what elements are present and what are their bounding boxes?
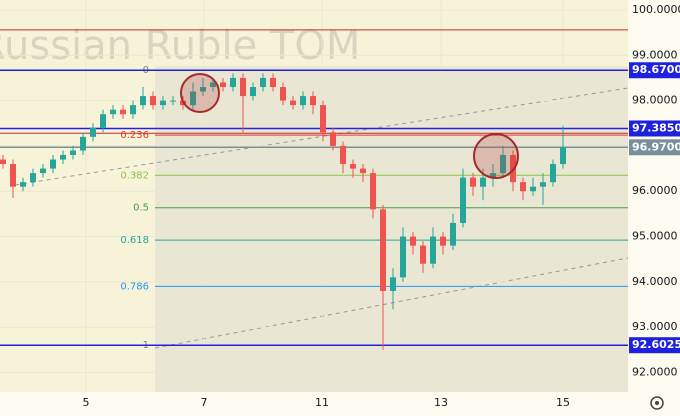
price-label-box	[629, 337, 680, 354]
watermark: Russian Ruble TOM	[0, 23, 360, 69]
price-label-box	[629, 120, 680, 137]
price-label: 97.3850	[632, 121, 680, 134]
candle-body	[30, 173, 36, 183]
price-label: 96.9700	[632, 140, 680, 153]
candle-body	[50, 159, 56, 169]
candle-body	[450, 222, 456, 246]
candle-body	[210, 82, 216, 88]
candle-body	[360, 168, 366, 174]
fib-level-label: 0.786	[120, 281, 149, 292]
x-tick-label: 7	[201, 396, 208, 409]
candle-body	[140, 96, 146, 106]
candle-body	[440, 236, 446, 246]
candle-body	[160, 100, 166, 106]
candle-body	[0, 159, 6, 165]
price-label: 92.6025	[632, 338, 680, 351]
fib-level-label: 0.618	[120, 235, 149, 246]
candle-body	[390, 277, 396, 291]
y-tick-label: 95.0000	[632, 230, 678, 243]
candle-body	[60, 154, 66, 160]
candle-body	[460, 177, 466, 223]
y-tick-label: 99.0000	[632, 48, 678, 61]
candle-body	[10, 164, 16, 187]
highlight-circle	[473, 133, 519, 179]
y-tick-label: 98.0000	[632, 94, 678, 107]
candle-body	[90, 127, 96, 137]
candle-body	[130, 105, 136, 115]
x-tick-label: 15	[556, 396, 570, 409]
price-label-box	[629, 139, 680, 156]
candle-body	[150, 96, 156, 106]
y-tick-label: 94.0000	[632, 275, 678, 288]
candle-body	[200, 87, 206, 92]
candle-body	[250, 87, 256, 97]
candle-body	[70, 150, 76, 155]
candle-body	[540, 182, 546, 187]
y-tick-label: 96.0000	[632, 184, 678, 197]
fib-level-label: 0.236	[120, 130, 149, 141]
candle-body	[190, 91, 196, 106]
x-tick-label: 13	[434, 396, 448, 409]
candle-body	[260, 77, 266, 88]
candle-body	[560, 147, 566, 165]
highlight-circle	[180, 73, 220, 113]
candle-body	[280, 87, 286, 101]
candle-body	[240, 77, 246, 97]
candle-body	[320, 105, 326, 133]
y-tick-label: 92.0000	[632, 366, 678, 379]
candle-body	[100, 114, 106, 128]
candle-body	[430, 236, 436, 264]
price-label-box	[629, 62, 680, 79]
candle-body	[230, 77, 236, 88]
candle-body	[500, 154, 506, 174]
candle-body	[40, 168, 46, 174]
trend-line	[154, 257, 629, 349]
price-label: 98.6700	[632, 63, 680, 76]
candle-body	[420, 245, 426, 264]
settings-icon[interactable]	[650, 396, 664, 410]
candle-body	[300, 96, 306, 106]
candle-body	[110, 109, 116, 115]
candle-body	[490, 173, 496, 178]
candle-body	[530, 186, 536, 192]
candle-body	[480, 177, 486, 187]
candle-body	[470, 177, 476, 187]
candle-body	[20, 182, 26, 187]
candle-body	[380, 209, 386, 291]
candle-body	[550, 164, 556, 183]
fib-level-label: 0.5	[133, 203, 149, 214]
candle-body	[350, 164, 356, 169]
candle-body	[290, 100, 296, 106]
candle-body	[270, 77, 276, 88]
candle-body	[370, 173, 376, 210]
fib-zone	[155, 66, 628, 392]
candle-body	[400, 236, 406, 278]
y-tick-label: 100.0000	[632, 3, 680, 16]
candle-body	[310, 96, 316, 106]
settings-icon-center	[655, 401, 659, 405]
candle-body	[410, 236, 416, 246]
x-tick-label: 11	[315, 396, 329, 409]
fib-level-label: 0.382	[120, 170, 149, 181]
candle-body	[80, 136, 86, 151]
x-tick-label: 5	[83, 396, 90, 409]
candle-body	[120, 109, 126, 115]
candle-body	[170, 100, 176, 102]
y-tick-label: 93.0000	[632, 320, 678, 333]
candle-body	[520, 182, 526, 192]
candle-body	[220, 82, 226, 88]
candle-body	[330, 132, 336, 146]
candle-body	[340, 145, 346, 165]
time-axis	[0, 392, 680, 416]
